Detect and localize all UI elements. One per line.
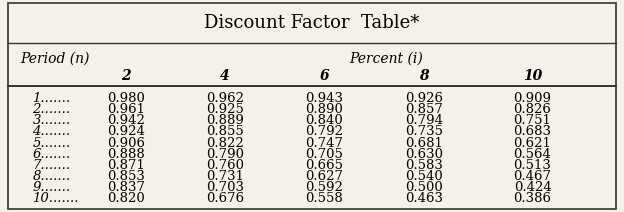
Text: 0.731: 0.731 [206, 170, 244, 183]
Text: 6.......: 6....... [32, 148, 71, 161]
Text: 0.676: 0.676 [206, 192, 244, 205]
Text: 0.909: 0.909 [514, 92, 552, 105]
Text: 0.583: 0.583 [405, 159, 443, 172]
Text: 0.513: 0.513 [514, 159, 552, 172]
Text: 0.855: 0.855 [206, 126, 244, 138]
Text: 0.665: 0.665 [305, 159, 343, 172]
Text: 0.683: 0.683 [514, 126, 552, 138]
Text: 6: 6 [319, 69, 329, 83]
Text: 0.627: 0.627 [305, 170, 343, 183]
Text: 5.......: 5....... [32, 137, 71, 150]
Text: 0.980: 0.980 [107, 92, 145, 105]
Text: 7.......: 7....... [32, 159, 71, 172]
Text: 0.924: 0.924 [107, 126, 145, 138]
Text: 2.......: 2....... [32, 103, 71, 116]
Text: 8.......: 8....... [32, 170, 71, 183]
Text: 0.826: 0.826 [514, 103, 552, 116]
Text: 0.926: 0.926 [405, 92, 443, 105]
Text: 4.......: 4....... [32, 126, 71, 138]
Text: 0.621: 0.621 [514, 137, 552, 150]
Text: 0.792: 0.792 [305, 126, 343, 138]
Text: 0.463: 0.463 [405, 192, 443, 205]
Text: 10.......: 10....... [32, 192, 79, 205]
Text: 0.853: 0.853 [107, 170, 145, 183]
Text: 0.943: 0.943 [305, 92, 343, 105]
Text: Period (n): Period (n) [20, 52, 89, 66]
Text: 0.889: 0.889 [206, 114, 244, 127]
Text: 0.500: 0.500 [405, 181, 442, 194]
Text: 0.871: 0.871 [107, 159, 145, 172]
Text: Discount Factor  Table*: Discount Factor Table* [204, 14, 420, 32]
Text: 0.840: 0.840 [306, 114, 343, 127]
Text: 0.962: 0.962 [206, 92, 244, 105]
Text: 4: 4 [220, 69, 230, 83]
Text: 0.794: 0.794 [405, 114, 443, 127]
Text: 0.705: 0.705 [306, 148, 343, 161]
Text: 0.564: 0.564 [514, 148, 552, 161]
Text: 0.961: 0.961 [107, 103, 145, 116]
Text: 0.592: 0.592 [306, 181, 343, 194]
Text: 0.558: 0.558 [306, 192, 343, 205]
Text: 0.424: 0.424 [514, 181, 552, 194]
Text: 0.906: 0.906 [107, 137, 145, 150]
Text: 3.......: 3....... [32, 114, 71, 127]
Text: 8: 8 [419, 69, 429, 83]
Text: 0.890: 0.890 [306, 103, 343, 116]
Text: 0.925: 0.925 [206, 103, 244, 116]
Text: 0.837: 0.837 [107, 181, 145, 194]
Text: 0.386: 0.386 [514, 192, 552, 205]
FancyBboxPatch shape [7, 3, 617, 209]
Text: 0.747: 0.747 [305, 137, 343, 150]
Text: 0.857: 0.857 [405, 103, 443, 116]
Text: 0.820: 0.820 [107, 192, 145, 205]
Text: 0.467: 0.467 [514, 170, 552, 183]
Text: 0.540: 0.540 [405, 170, 442, 183]
Text: 10: 10 [523, 69, 542, 83]
Text: 0.681: 0.681 [405, 137, 443, 150]
Text: 0.942: 0.942 [107, 114, 145, 127]
Text: 0.751: 0.751 [514, 114, 552, 127]
Text: 0.630: 0.630 [405, 148, 443, 161]
Text: 0.790: 0.790 [206, 148, 244, 161]
Text: 9.......: 9....... [32, 181, 71, 194]
Text: 0.888: 0.888 [107, 148, 145, 161]
Text: 0.703: 0.703 [206, 181, 244, 194]
Text: 0.760: 0.760 [206, 159, 244, 172]
Text: 0.735: 0.735 [405, 126, 443, 138]
Text: Percent (i): Percent (i) [349, 52, 424, 66]
Text: 1.......: 1....... [32, 92, 71, 105]
Text: 0.822: 0.822 [206, 137, 244, 150]
Text: 2: 2 [121, 69, 130, 83]
